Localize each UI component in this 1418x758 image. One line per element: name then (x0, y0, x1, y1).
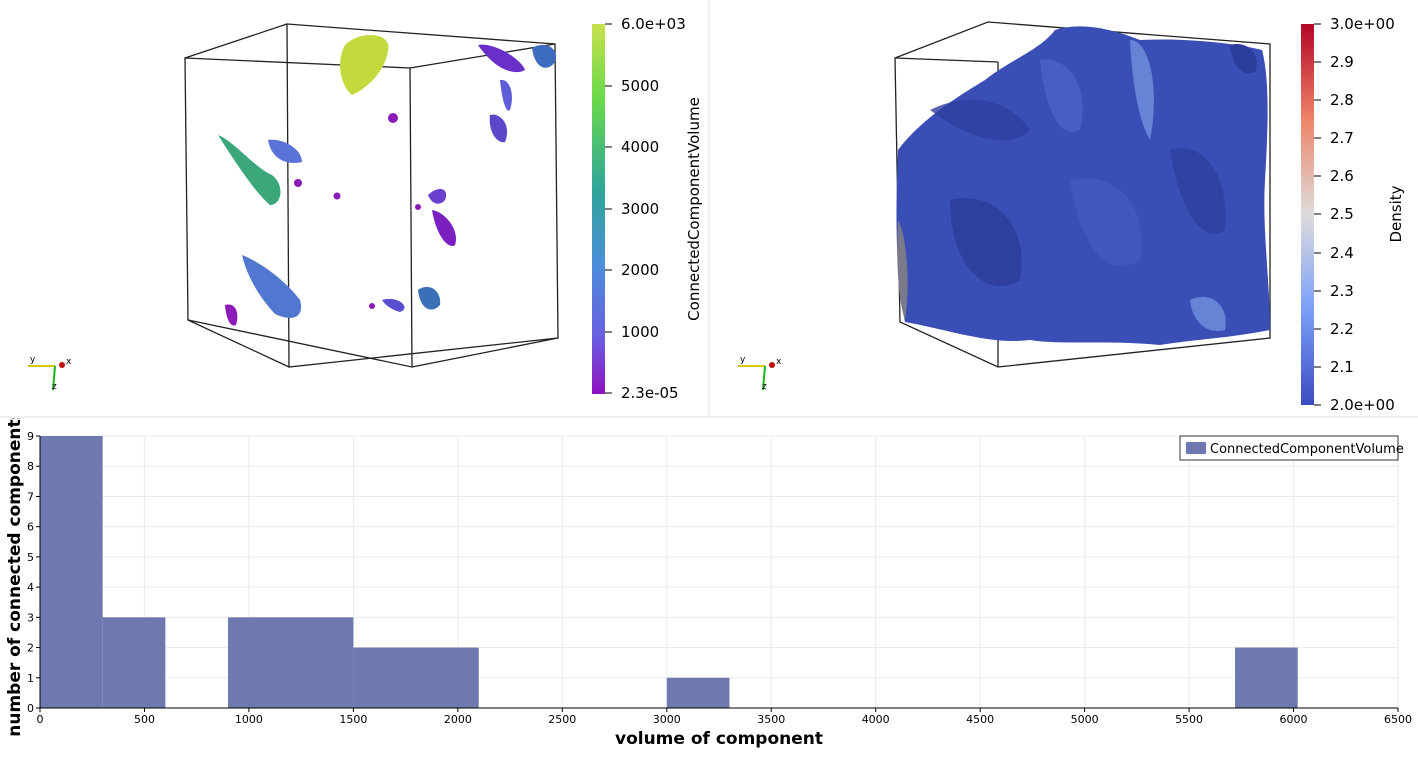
x-tick-label: 2500 (548, 713, 576, 726)
histogram-bar (666, 677, 730, 708)
x-tick-label: 0 (37, 713, 44, 726)
colorbar-label: 2.3 (1330, 282, 1354, 300)
view-splitter[interactable] (708, 0, 710, 416)
x-tick-label: 4000 (862, 713, 890, 726)
colorbar-label: 2.4 (1330, 244, 1354, 262)
histogram-chart[interactable]: 0 500 1000 1500 2000 2500 3000 3500 4000 4500 5000… (0, 409, 1418, 754)
x-tick-label: 6500 (1384, 713, 1412, 726)
y-tick-label: 8 (27, 460, 34, 473)
x-tick-label: 6000 (1280, 713, 1308, 726)
view-splitter[interactable] (0, 416, 1418, 418)
x-tick-label: 1000 (235, 713, 263, 726)
colorbar-label: 2.7 (1330, 129, 1354, 147)
y-tick-label: 0 (27, 702, 34, 715)
colorbar-label: 2.9 (1330, 53, 1354, 71)
y-tick-label: 4 (27, 581, 34, 594)
colorbar-title: Density (1387, 185, 1405, 242)
colorbar-title: ConnectedComponentVolume (685, 97, 703, 321)
axis-label-z: z (52, 382, 57, 392)
colorbar-label: 2.5 (1330, 205, 1354, 223)
x-tick-label: 5500 (1175, 713, 1203, 726)
colorbar-label: 2.0e+00 (1330, 396, 1395, 414)
colorbar-label: 4000 (621, 138, 659, 156)
chart-axes (36, 435, 1399, 712)
colorbar-label: 2.6 (1330, 167, 1354, 185)
axis-label-x: x (776, 357, 782, 367)
density-isosurface (896, 26, 1270, 345)
histogram-bars (40, 436, 1298, 708)
y-tick-label: 1 (27, 672, 34, 685)
colorbar-label: 1000 (621, 323, 659, 341)
colorbar-label: 2.2 (1330, 320, 1354, 338)
orientation-axes-widget: y x z (28, 355, 72, 392)
colorbar-label: 2.1 (1330, 358, 1354, 376)
render-view-left-canvas[interactable]: y x z 6.0e+03 5000 4000 3000 2000 1000 2… (0, 0, 708, 416)
colorbar-label: 2000 (621, 261, 659, 279)
colorbar-connected-component-volume: 6.0e+03 5000 4000 3000 2000 1000 2.3e-05… (592, 15, 703, 402)
colorbar-label: 6.0e+03 (621, 15, 686, 33)
colorbar-label: 5000 (621, 77, 659, 95)
render-view-left[interactable]: y x z 6.0e+03 5000 4000 3000 2000 1000 2… (0, 0, 708, 416)
x-tick-label: 1500 (339, 713, 367, 726)
histogram-bar (228, 617, 354, 708)
y-tick-label: 2 (27, 642, 34, 655)
render-view-right[interactable]: y x z 3.0e+00 2.9 2.8 2.7 2. (710, 0, 1418, 416)
connected-component-surfaces (218, 34, 556, 326)
histogram-bar (40, 436, 103, 708)
colorbar-density: 3.0e+00 2.9 2.8 2.7 2.6 2.5 2.4 2.3 2.2 … (1301, 15, 1405, 414)
y-tick-label: 7 (27, 490, 34, 503)
x-tick-label: 500 (134, 713, 155, 726)
y-axis-title: number of connected components (5, 418, 25, 737)
chart-legend[interactable]: ConnectedComponentVolume (1179, 435, 1404, 461)
y-tick-label: 3 (27, 611, 34, 624)
x-tick-label: 5000 (1071, 713, 1099, 726)
y-tick-label: 9 (27, 430, 34, 443)
x-tick-label: 4500 (966, 713, 994, 726)
bounding-box-outline (184, 23, 559, 368)
histogram-bar (102, 617, 166, 708)
axis-label-y: y (30, 355, 36, 365)
legend-label: ConnectedComponentVolume (1210, 442, 1404, 457)
colorbar-label: 3000 (621, 200, 659, 218)
x-tick-label: 2000 (444, 713, 472, 726)
y-tick-label: 5 (27, 551, 34, 564)
axis-label-z: z (762, 382, 767, 392)
x-tick-label: 3000 (653, 713, 681, 726)
colorbar-label: 2.8 (1330, 91, 1354, 109)
x-axis-title: volume of component (615, 729, 823, 749)
colorbar-label: 2.3e-05 (621, 384, 679, 402)
x-tick-label: 3500 (757, 713, 785, 726)
axis-label-x: x (66, 357, 72, 367)
chart-tick-labels: 0 500 1000 1500 2000 2500 3000 3500 4000 4500 5000… (27, 430, 1412, 726)
histogram-bar (353, 647, 479, 708)
render-view-right-canvas[interactable]: y x z 3.0e+00 2.9 2.8 2.7 2. (710, 0, 1418, 416)
axis-label-y: y (740, 355, 746, 365)
legend-swatch (1186, 442, 1206, 454)
histogram-view[interactable]: 0 500 1000 1500 2000 2500 3000 3500 4000 4500 5000… (0, 409, 1418, 754)
y-tick-label: 6 (27, 521, 34, 534)
orientation-axes-widget: y x z (738, 355, 782, 392)
histogram-bar (1235, 647, 1298, 708)
colorbar-label: 3.0e+00 (1330, 15, 1395, 33)
